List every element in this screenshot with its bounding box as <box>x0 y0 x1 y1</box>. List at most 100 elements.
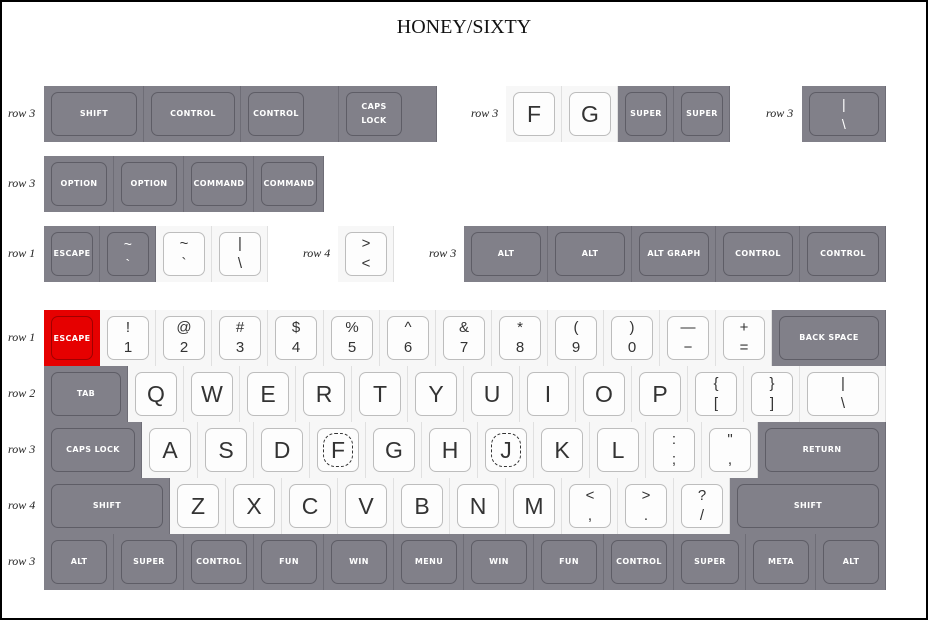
key-symbol[interactable]: ~ ` <box>100 226 156 282</box>
key-control[interactable]: CONTROL <box>800 226 886 282</box>
key-symbol[interactable]: :; <box>646 422 702 478</box>
key-7[interactable]: & 7 <box>436 310 492 366</box>
key-i[interactable]: I <box>520 366 576 422</box>
key-w[interactable]: W <box>184 366 240 422</box>
key-h[interactable]: H <box>422 422 478 478</box>
key-control[interactable]: CONTROL <box>241 86 339 142</box>
key-super[interactable]: SUPER <box>114 534 184 590</box>
key-a[interactable]: A <box>142 422 198 478</box>
key-symbol[interactable]: ", <box>702 422 758 478</box>
key-alt[interactable]: ALT <box>44 534 114 590</box>
keycap: MENU <box>401 540 457 584</box>
key-2[interactable]: @2 <box>156 310 212 366</box>
key-alt[interactable]: ALT <box>464 226 548 282</box>
key-l[interactable]: L <box>590 422 646 478</box>
key-symbol[interactable]: <, <box>562 478 618 534</box>
key-d[interactable]: D <box>254 422 310 478</box>
key-super[interactable]: SUPER <box>674 86 730 142</box>
key-5[interactable]: % 5 <box>324 310 380 366</box>
key-win[interactable]: WIN <box>324 534 394 590</box>
keycap: (9 <box>555 316 597 360</box>
key-legend-bottom: 0 <box>627 339 637 356</box>
key-symbol[interactable]: ~ ` <box>156 226 212 282</box>
key-6[interactable]: ^ 6 <box>380 310 436 366</box>
key-legend: X <box>246 492 262 519</box>
key-s[interactable]: S <box>198 422 254 478</box>
key-n[interactable]: N <box>450 478 506 534</box>
key-g[interactable]: G <box>366 422 422 478</box>
key-symbol[interactable]: > < <box>338 226 394 282</box>
key-9[interactable]: (9 <box>548 310 604 366</box>
key-symbol[interactable]: | \ <box>800 366 886 422</box>
key-q[interactable]: Q <box>128 366 184 422</box>
key-fun[interactable]: FUN <box>254 534 324 590</box>
key-control[interactable]: CONTROL <box>604 534 674 590</box>
key-return[interactable]: RETURN <box>758 422 886 478</box>
key-v[interactable]: V <box>338 478 394 534</box>
row-label: row 3 <box>8 442 36 456</box>
key-escape[interactable]: ESCAPE <box>44 310 100 366</box>
key-super[interactable]: SUPER <box>674 534 746 590</box>
key-8[interactable]: * 8 <box>492 310 548 366</box>
key-y[interactable]: Y <box>408 366 464 422</box>
key-symbol[interactable]: {[ <box>688 366 744 422</box>
key-legend: N <box>469 492 487 519</box>
key-symbol[interactable]: ? / <box>674 478 730 534</box>
key-u[interactable]: U <box>464 366 520 422</box>
key-fun[interactable]: FUN <box>534 534 604 590</box>
key-r[interactable]: R <box>296 366 352 422</box>
key-symbol[interactable]: — − <box>660 310 716 366</box>
key-f[interactable]: F <box>310 422 366 478</box>
key-c[interactable]: C <box>282 478 338 534</box>
key-symbol[interactable]: + = <box>716 310 772 366</box>
key-f[interactable]: F <box>506 86 562 142</box>
key-control[interactable]: CONTROL <box>144 86 241 142</box>
key-z[interactable]: Z <box>170 478 226 534</box>
key-escape[interactable]: ESCAPE <box>44 226 100 282</box>
key-x[interactable]: X <box>226 478 282 534</box>
key-t[interactable]: T <box>352 366 408 422</box>
key-o[interactable]: O <box>576 366 632 422</box>
key-menu[interactable]: MENU <box>394 534 464 590</box>
key-control[interactable]: CONTROL <box>184 534 254 590</box>
key-shift[interactable]: SHIFT <box>44 86 144 142</box>
key-win[interactable]: WIN <box>464 534 534 590</box>
key-caps-lock[interactable]: CAPS LOCK <box>339 86 437 142</box>
key-symbol[interactable]: | \ <box>212 226 268 282</box>
key-alt[interactable]: ALT <box>816 534 886 590</box>
keycap: G <box>373 428 415 472</box>
key-option[interactable]: OPTION <box>114 156 184 212</box>
key-meta[interactable]: META <box>746 534 816 590</box>
keycap: Y <box>415 372 457 416</box>
key-legend: CONTROL <box>616 557 662 566</box>
key-symbol[interactable]: | \ <box>802 86 886 142</box>
key-0[interactable]: ) 0 <box>604 310 660 366</box>
key-shift[interactable]: SHIFT <box>44 478 170 534</box>
key-4[interactable]: $4 <box>268 310 324 366</box>
key-legend: T <box>372 380 388 407</box>
key-symbol[interactable]: }] <box>744 366 800 422</box>
keycap: ALT <box>471 232 541 276</box>
key-j[interactable]: J <box>478 422 534 478</box>
keycap: BACK SPACE <box>779 316 879 360</box>
key-command[interactable]: COMMAND <box>254 156 324 212</box>
key-shift[interactable]: SHIFT <box>730 478 886 534</box>
key-p[interactable]: P <box>632 366 688 422</box>
key-m[interactable]: M <box>506 478 562 534</box>
key-tab[interactable]: TAB <box>44 366 128 422</box>
key-k[interactable]: K <box>534 422 590 478</box>
key-symbol[interactable]: >. <box>618 478 674 534</box>
key-command[interactable]: COMMAND <box>184 156 254 212</box>
key-g[interactable]: G <box>562 86 618 142</box>
key-option[interactable]: OPTION <box>44 156 114 212</box>
key-super[interactable]: SUPER <box>618 86 674 142</box>
key-alt-graph[interactable]: ALT GRAPH <box>632 226 716 282</box>
key-alt[interactable]: ALT <box>548 226 632 282</box>
key-1[interactable]: ! 1 <box>100 310 156 366</box>
key-e[interactable]: E <box>240 366 296 422</box>
key-control[interactable]: CONTROL <box>716 226 800 282</box>
key-b[interactable]: B <box>394 478 450 534</box>
key-3[interactable]: #3 <box>212 310 268 366</box>
key-caps-lock[interactable]: CAPS LOCK <box>44 422 142 478</box>
key-back-space[interactable]: BACK SPACE <box>772 310 886 366</box>
